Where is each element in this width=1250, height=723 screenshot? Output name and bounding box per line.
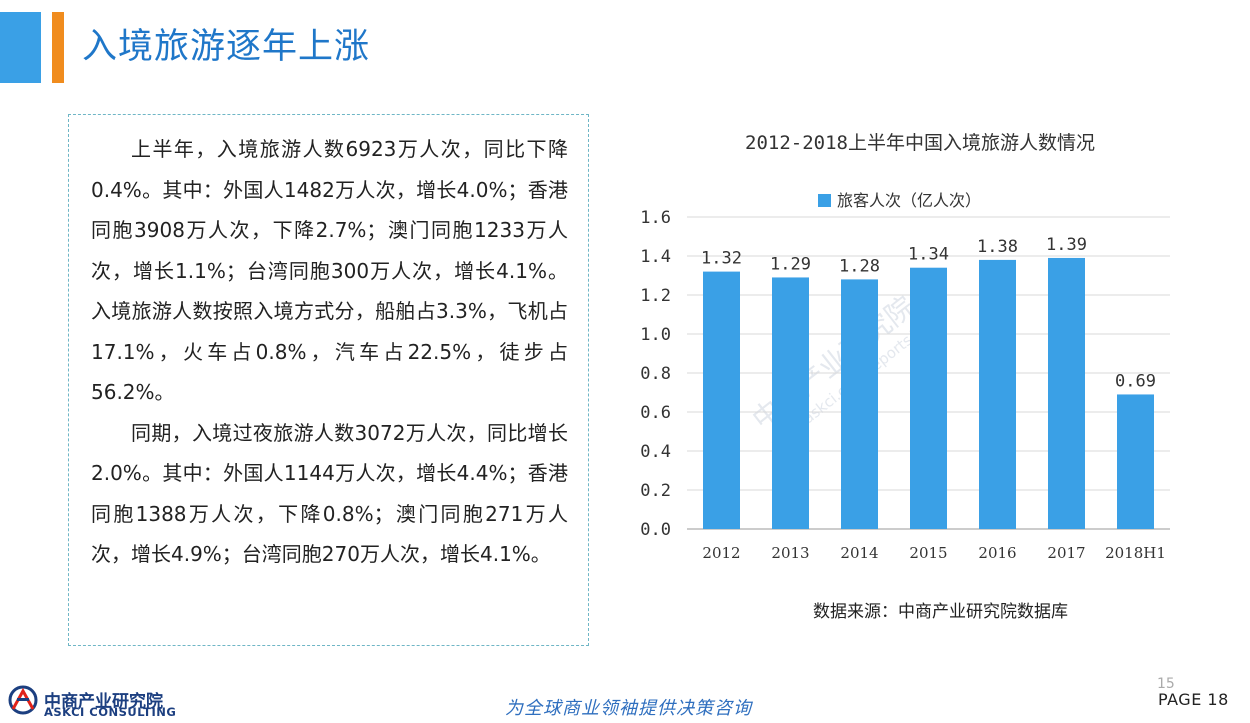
header-accent-orange xyxy=(52,12,64,83)
page-title: 入境旅游逐年上涨 xyxy=(82,27,371,67)
y-tick-label: 1.6 xyxy=(640,208,671,228)
y-tick-label: 0.2 xyxy=(640,481,671,501)
logo-icon xyxy=(8,685,38,715)
bar-chart: 中商产业研究院 www.askci.com/reports/ 2012-2018… xyxy=(600,110,1240,630)
chart-legend: 旅客人次（亿人次） xyxy=(818,187,981,211)
y-tick-label: 0.0 xyxy=(640,520,671,540)
chart-title: 2012-2018上半年中国入境旅游人数情况 xyxy=(745,132,1095,154)
data-label: 1.32 xyxy=(701,249,742,269)
footer-slogan: 为全球商业领袖提供决策咨询 xyxy=(505,698,752,719)
y-tick-label: 1.2 xyxy=(640,286,671,306)
x-tick-label: 2013 xyxy=(771,544,809,562)
text-box: 上半年，入境旅游人数6923万人次，同比下降0.4%。其中：外国人1482万人次… xyxy=(68,114,589,646)
x-tick-label: 2012 xyxy=(702,544,740,562)
y-tick-label: 0.6 xyxy=(640,403,671,423)
y-tick-label: 0.8 xyxy=(640,364,671,384)
header-accent-blue xyxy=(0,12,41,83)
legend-swatch xyxy=(818,194,831,207)
bar xyxy=(979,259,1016,529)
logo-text-en: ASKCI CONSULTING xyxy=(44,705,177,719)
data-source: 数据来源：中商产业研究院数据库 xyxy=(813,602,1068,622)
data-label: 1.38 xyxy=(977,237,1018,257)
data-label: 1.29 xyxy=(770,254,811,274)
x-tick-label: 2017 xyxy=(1047,544,1085,562)
bar xyxy=(1117,394,1154,529)
x-tick-label: 2018H1 xyxy=(1105,544,1166,562)
x-tick-label: 2016 xyxy=(978,544,1016,562)
y-tick-label: 0.4 xyxy=(640,442,671,462)
data-label: 0.69 xyxy=(1115,371,1156,391)
page-number-small: 15 xyxy=(1157,676,1175,692)
data-label: 1.34 xyxy=(908,245,949,265)
bar xyxy=(910,267,947,529)
y-tick-label: 1.4 xyxy=(640,247,671,267)
chart-plot: 0.0 0.2 0.4 0.6 0.8 1.0 1.2 1.4 1.6 1.32 2012 1.29 2… xyxy=(640,208,1170,562)
data-label: 1.39 xyxy=(1046,235,1087,255)
bar xyxy=(703,271,740,529)
page-label: PAGE 18 xyxy=(1158,690,1229,709)
y-tick-label: 1.0 xyxy=(640,325,671,345)
legend-label: 旅客人次（亿人次） xyxy=(837,191,982,210)
bar xyxy=(1048,257,1085,529)
paragraph-1: 上半年，入境旅游人数6923万人次，同比下降0.4%。其中：外国人1482万人次… xyxy=(91,137,568,404)
data-label: 1.28 xyxy=(839,256,880,276)
paragraph-2: 同期，入境过夜旅游人数3072万人次，同比增长2.0%。其中：外国人1144万人… xyxy=(91,420,568,567)
x-tick-label: 2014 xyxy=(840,544,878,562)
x-tick-label: 2015 xyxy=(909,544,947,562)
bar xyxy=(772,277,809,529)
bar xyxy=(841,279,878,529)
logo-text-cn: 中商产业研究院 xyxy=(44,692,163,712)
